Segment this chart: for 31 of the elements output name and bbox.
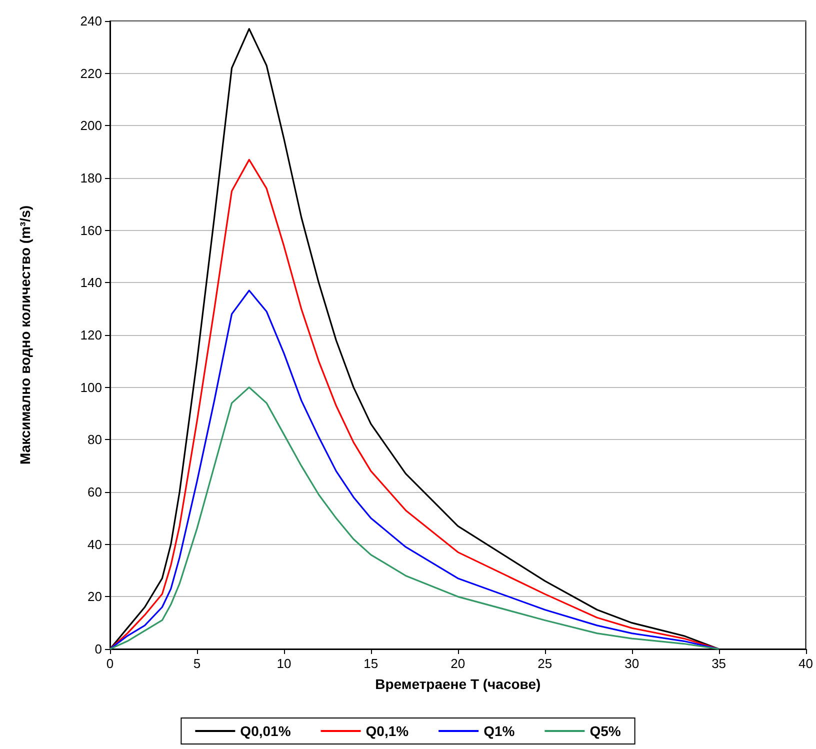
x-tick-label: 30 bbox=[624, 656, 640, 671]
y-tick-label: 140 bbox=[80, 275, 102, 290]
y-tick-label: 240 bbox=[80, 14, 102, 28]
y-tick-label: 200 bbox=[80, 118, 102, 134]
y-tick-label: 0 bbox=[94, 642, 102, 656]
y-tick-label: 120 bbox=[80, 328, 102, 342]
y-tick-label: 160 bbox=[80, 222, 102, 238]
y-tick-label: 180 bbox=[80, 170, 102, 186]
y-tick-label: 100 bbox=[80, 380, 102, 395]
x-tick-label: 40 bbox=[798, 656, 814, 671]
x-tick-label: 25 bbox=[538, 656, 552, 671]
x-tick-label: 20 bbox=[450, 656, 466, 671]
line-series bbox=[109, 290, 720, 650]
x-tick-label: 10 bbox=[276, 656, 292, 671]
line-series bbox=[109, 386, 720, 650]
legend-label: Q5% bbox=[590, 723, 622, 739]
x-tick-label: 0 bbox=[106, 656, 114, 671]
x-tick-label: 35 bbox=[712, 656, 726, 671]
legend-label: Q0,1% bbox=[366, 723, 410, 739]
line-series bbox=[109, 158, 720, 650]
y-axis-title: Максимално водно количество (m³/s) bbox=[17, 205, 33, 465]
x-axis-title: Времетраене T (часове) bbox=[375, 676, 541, 692]
x-tick-label: 15 bbox=[364, 656, 378, 671]
y-tick-label: 80 bbox=[88, 432, 102, 448]
y-tick-label: 20 bbox=[88, 589, 102, 604]
y-tick-label: 220 bbox=[80, 66, 102, 81]
x-tick-label: 5 bbox=[193, 656, 201, 671]
legend-label: Q1% bbox=[484, 723, 516, 739]
y-tick-label: 40 bbox=[88, 536, 102, 552]
y-tick-label: 60 bbox=[88, 484, 102, 500]
legend-label: Q0,01% bbox=[240, 723, 292, 739]
